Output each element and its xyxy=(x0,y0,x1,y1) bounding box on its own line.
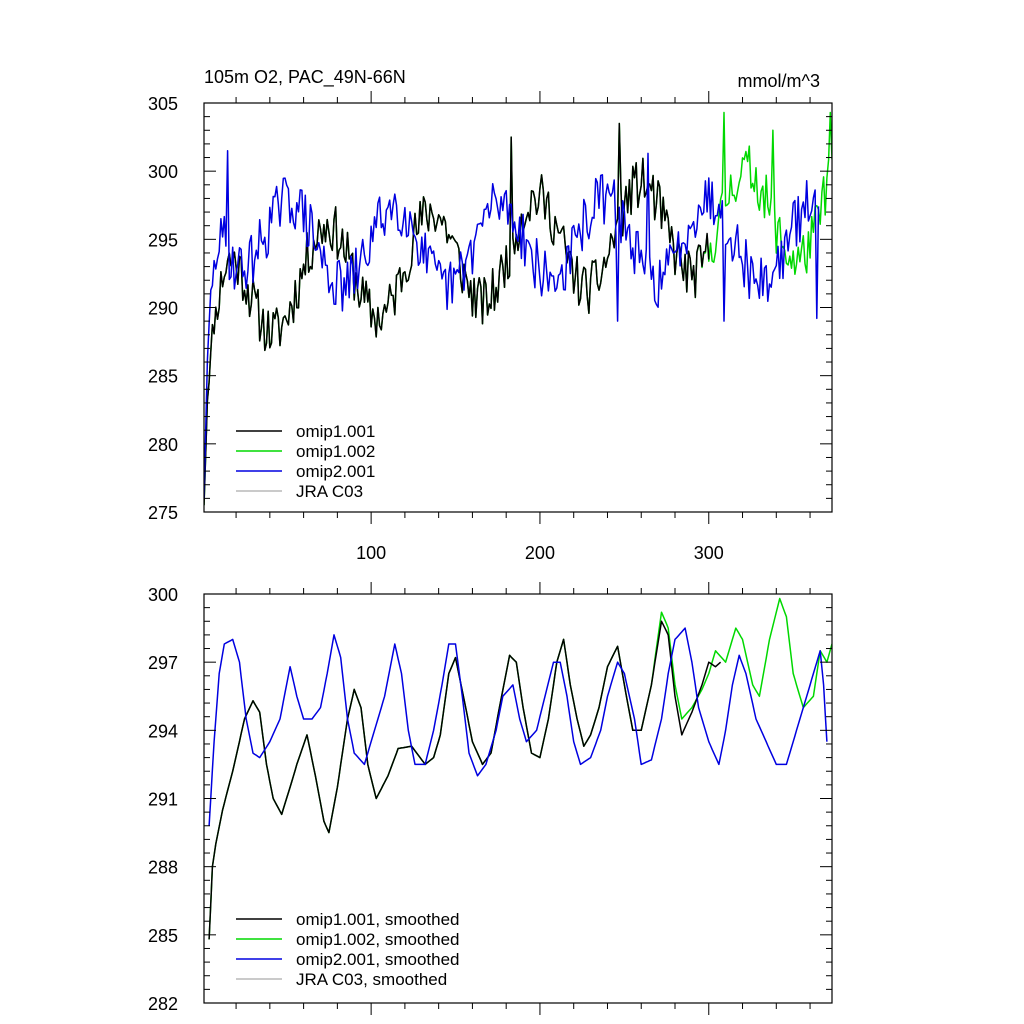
series-line-omip1-002-smoothed xyxy=(208,597,832,940)
series-line-omip1-001 xyxy=(204,122,710,506)
y-tick-label: 295 xyxy=(148,230,178,250)
legend-label: omip1.002 xyxy=(296,442,375,461)
y-tick-label: 291 xyxy=(148,790,178,810)
y-tick-label: 300 xyxy=(148,585,178,605)
legend-label: JRA C03 xyxy=(296,482,363,501)
legend-label: omip2.001 xyxy=(296,462,375,481)
y-tick-label: 300 xyxy=(148,162,178,182)
legend-label: JRA C03, smoothed xyxy=(296,970,447,989)
top-series-group xyxy=(204,111,832,506)
chart-title: 105m O2, PAC_49N-66N xyxy=(204,67,406,88)
y-tick-label: 285 xyxy=(148,926,178,946)
bottom-axes: 282 285 288 291 294 297 300 xyxy=(148,582,832,1015)
top-panel: 105m O2, PAC_49N-66N mmol/m^3 2752802852… xyxy=(148,67,833,563)
y-tick-label: 280 xyxy=(148,435,178,455)
y-tick-label: 275 xyxy=(148,503,178,523)
legend-label: omip1.001 xyxy=(296,422,375,441)
x-tick-label: 100 xyxy=(356,543,386,563)
y-tick-label: 294 xyxy=(148,721,178,741)
y-tick-label: 290 xyxy=(148,299,178,319)
legend-label: omip2.001, smoothed xyxy=(296,950,460,969)
x-tick-label: 300 xyxy=(694,543,724,563)
series-line-omip2-001-smoothed xyxy=(208,627,828,826)
bottom-series-group xyxy=(208,597,832,940)
y-tick-label: 285 xyxy=(148,367,178,387)
series-line-omip2-001 xyxy=(204,149,820,499)
y-tick-label: 288 xyxy=(148,858,178,878)
series-line-omip1-001-smoothed xyxy=(208,620,722,940)
units-label: mmol/m^3 xyxy=(738,71,820,91)
y-tick-label: 297 xyxy=(148,653,178,673)
y-tick-label: 305 xyxy=(148,94,178,114)
y-tick-label: 282 xyxy=(148,994,178,1014)
legend-label: omip1.001, smoothed xyxy=(296,910,460,929)
x-tick-label: 200 xyxy=(525,543,555,563)
bottom-panel: 282 285 288 291 294 297 300 omip1.001, smoothe… xyxy=(148,582,833,1015)
top-axes: 275 280 285 290 295 300 305 100 200 300 xyxy=(148,91,832,563)
legend-label: omip1.002, smoothed xyxy=(296,930,460,949)
